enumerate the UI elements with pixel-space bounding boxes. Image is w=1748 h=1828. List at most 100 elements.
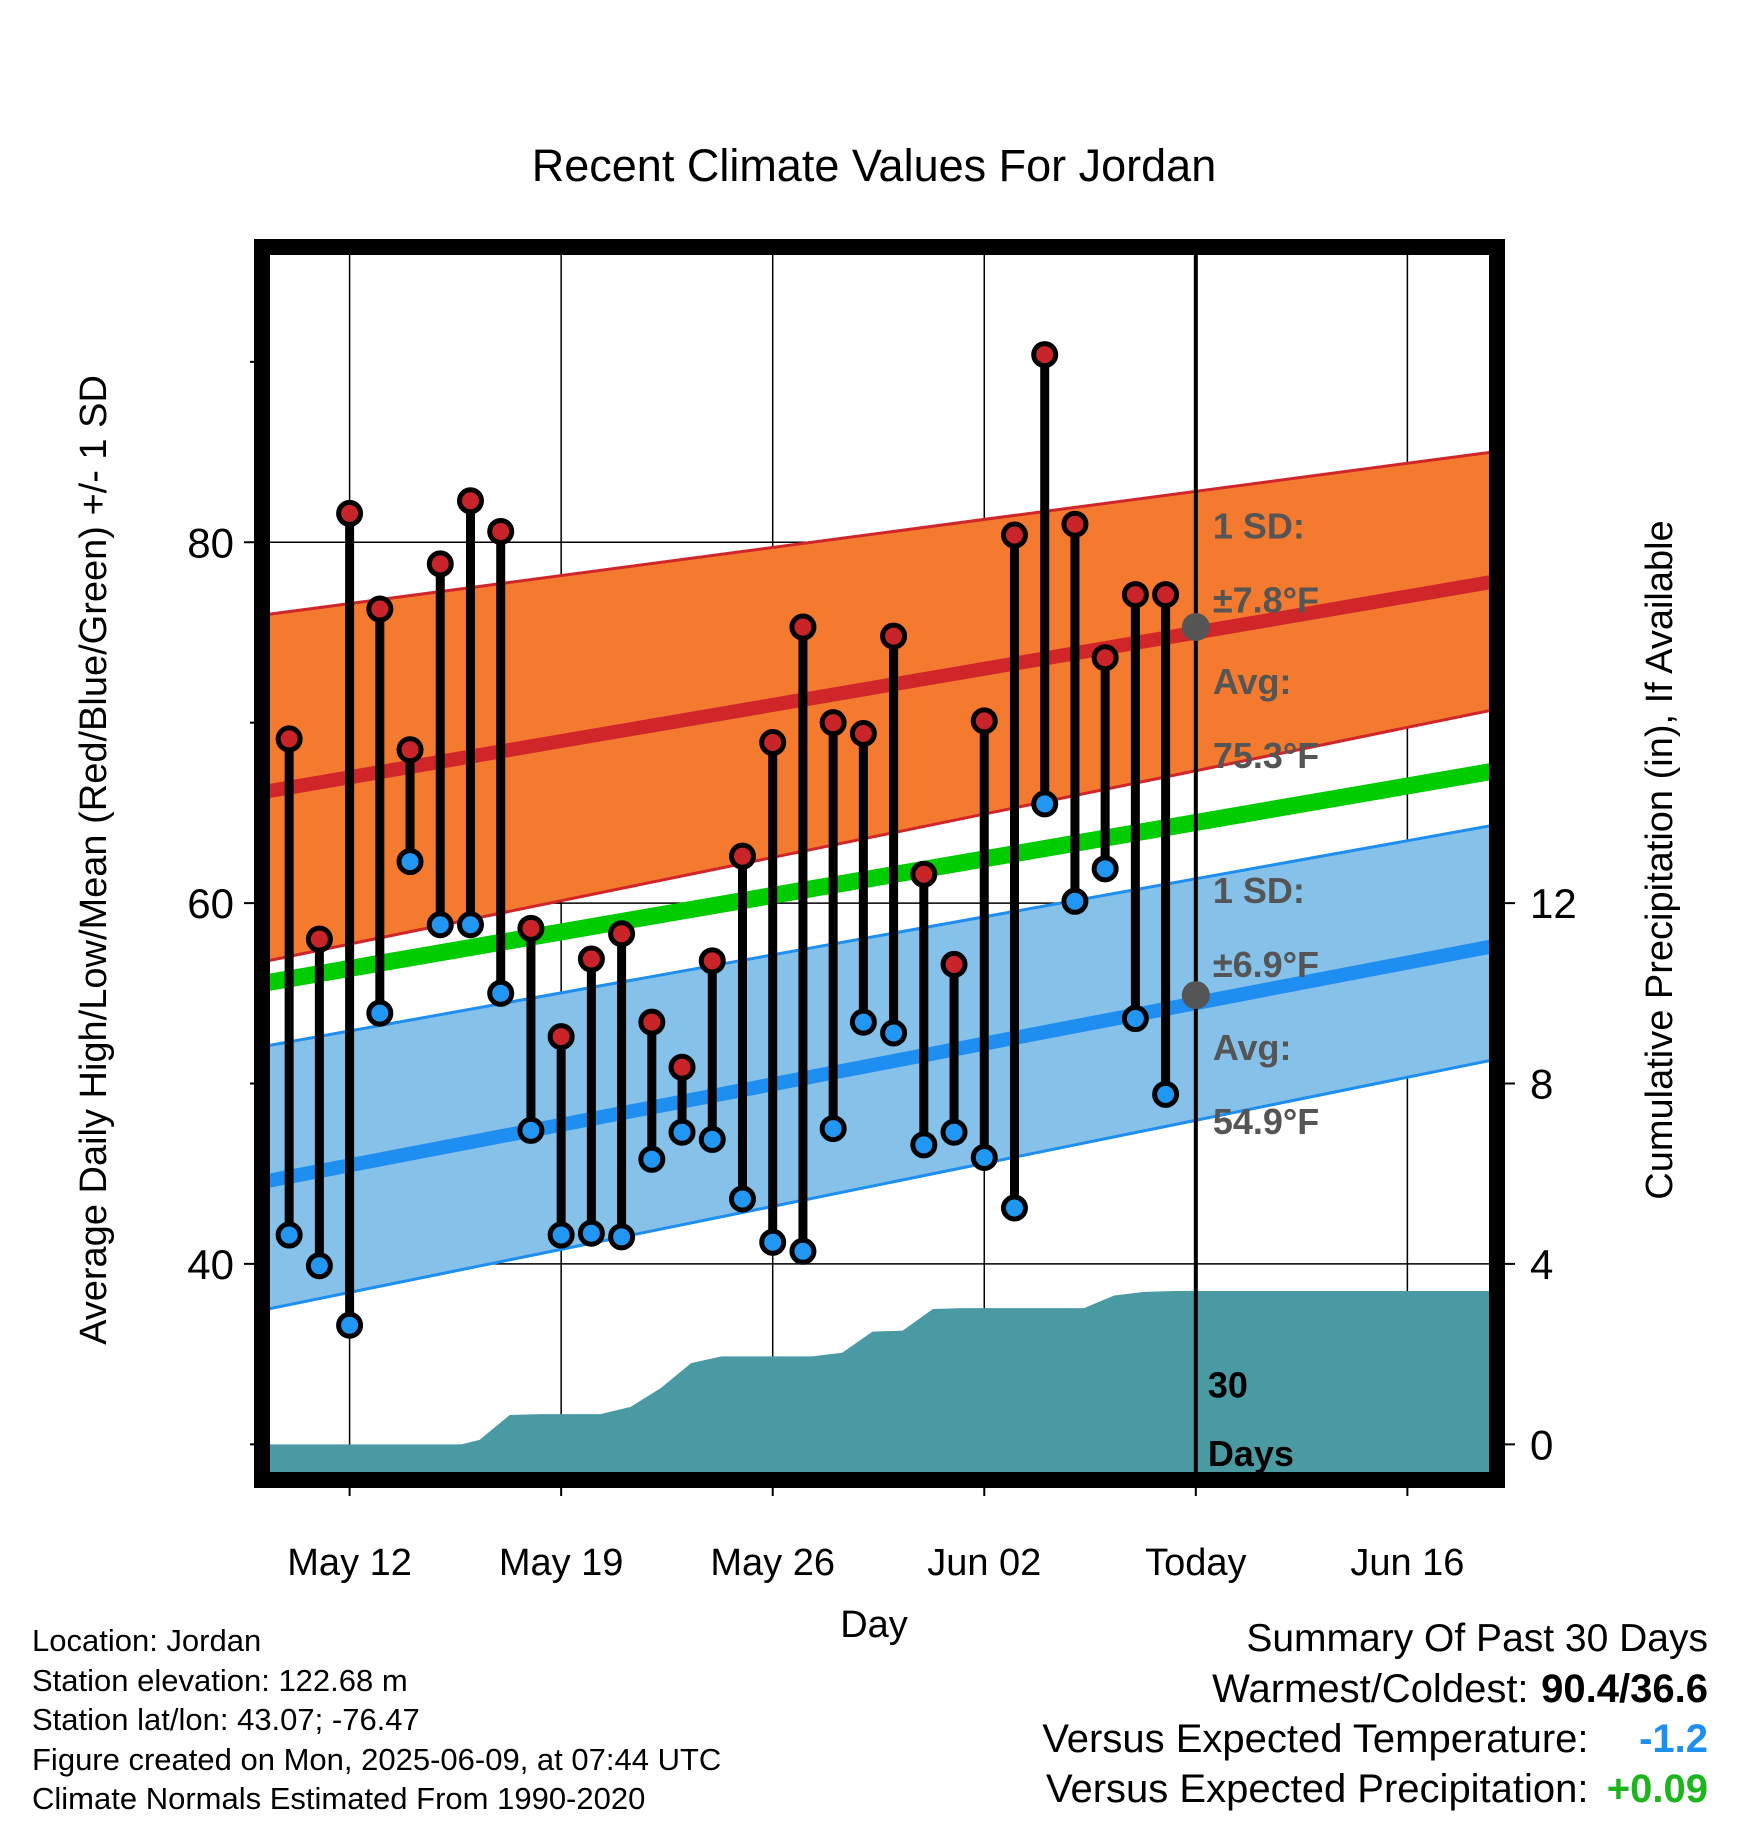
low-avg-label: Avg: bbox=[1213, 1027, 1292, 1068]
daily-high-point bbox=[487, 517, 515, 545]
mean-average-line bbox=[268, 763, 1492, 991]
days-word-label: Days bbox=[1208, 1433, 1294, 1474]
today-low-average-marker bbox=[1181, 981, 1210, 1010]
daily-low-point bbox=[789, 1237, 817, 1265]
summary-temp: Versus Expected Temperature: -1.2 bbox=[1042, 1714, 1708, 1764]
chart-title: Recent Climate Values For Jordan bbox=[532, 140, 1216, 191]
daily-low-point bbox=[1121, 1005, 1149, 1033]
plot-frame bbox=[254, 239, 1505, 1488]
high-avg-value: 75.3°F bbox=[1213, 735, 1319, 776]
daily-high-point bbox=[1061, 510, 1089, 538]
daily-high-point bbox=[638, 1008, 666, 1036]
warm-cold-label: Warmest/Coldest: bbox=[1212, 1667, 1529, 1711]
high-sd-band bbox=[268, 452, 1492, 961]
daily-high-point bbox=[1031, 341, 1059, 369]
daily-low-point bbox=[305, 1252, 333, 1280]
warm-cold-value: 90.4/36.6 bbox=[1541, 1667, 1708, 1711]
precip-value: +0.09 bbox=[1606, 1767, 1708, 1811]
y-axis-left-label: Average Daily High/Low/Mean (Red/Blue/Gr… bbox=[73, 375, 115, 1345]
daily-low-point bbox=[456, 911, 484, 939]
daily-high-point bbox=[819, 709, 847, 737]
daily-high-point bbox=[789, 613, 817, 641]
daily-high-point bbox=[517, 914, 545, 942]
daily-low-point bbox=[487, 979, 515, 1007]
y2-tick-label: 8 bbox=[1530, 1061, 1553, 1108]
daily-high-point bbox=[910, 860, 938, 888]
footer-created: Figure created on Mon, 2025-06-09, at 07… bbox=[32, 1741, 722, 1777]
station-info: Location: Jordan Station elevation: 122.… bbox=[32, 1621, 721, 1819]
high-sd-value: ±7.8°F bbox=[1213, 580, 1319, 621]
daily-high-point bbox=[366, 595, 394, 623]
daily-low-point bbox=[1031, 790, 1059, 818]
daily-high-point bbox=[1121, 581, 1149, 609]
footer-location: Location: Jordan bbox=[32, 1623, 262, 1658]
daily-low-point bbox=[366, 999, 394, 1027]
summary-warm-cold: Warmest/Coldest: 90.4/36.6 bbox=[1042, 1664, 1708, 1714]
daily-low-point bbox=[759, 1228, 787, 1256]
x-tick-label: May 26 bbox=[710, 1542, 835, 1584]
footer-elevation: Station elevation: 122.68 m bbox=[32, 1662, 408, 1698]
summary-precip: Versus Expected Precipitation: +0.09 bbox=[1042, 1764, 1708, 1814]
x-tick-label: Jun 02 bbox=[927, 1542, 1041, 1584]
daily-high-point bbox=[880, 622, 908, 650]
daily-low-point bbox=[970, 1143, 998, 1171]
daily-low-point bbox=[1152, 1080, 1180, 1108]
y2-tick-label: 4 bbox=[1530, 1241, 1553, 1288]
daily-low-point bbox=[819, 1115, 847, 1143]
daily-low-point bbox=[849, 1008, 877, 1036]
daily-high-point bbox=[668, 1053, 696, 1081]
daily-high-point bbox=[456, 487, 484, 515]
daily-low-point bbox=[275, 1221, 303, 1249]
daily-high-point bbox=[698, 947, 726, 975]
y-tick-label: 80 bbox=[187, 519, 234, 566]
high-sd-label: 1 SD: bbox=[1213, 506, 1305, 547]
daily-low-point bbox=[668, 1118, 696, 1146]
daily-high-point bbox=[426, 550, 454, 578]
daily-high-point bbox=[547, 1023, 575, 1051]
daily-low-point bbox=[1000, 1194, 1028, 1222]
daily-high-point bbox=[1152, 581, 1180, 609]
daily-low-point bbox=[1061, 887, 1089, 915]
x-tick-label: May 19 bbox=[499, 1542, 624, 1584]
daily-low-point bbox=[608, 1223, 636, 1251]
summary-title: Summary Of Past 30 Days bbox=[1246, 1617, 1708, 1660]
daily-high-point bbox=[275, 725, 303, 753]
y-tick-label: 60 bbox=[187, 880, 234, 927]
y2-tick-label: 0 bbox=[1530, 1421, 1553, 1468]
low-average-line bbox=[268, 939, 1492, 1188]
daily-low-point bbox=[426, 911, 454, 939]
daily-high-point bbox=[305, 925, 333, 953]
x-axis-label: Day bbox=[840, 1604, 908, 1646]
today-high-average-marker bbox=[1181, 613, 1210, 642]
daily-high-point bbox=[577, 945, 605, 973]
daily-low-point bbox=[940, 1118, 968, 1146]
daily-low-point bbox=[638, 1145, 666, 1173]
low-sd-lower-line bbox=[268, 1058, 1492, 1311]
daily-high-point bbox=[940, 950, 968, 978]
daily-low-point bbox=[1091, 855, 1119, 883]
daily-low-point bbox=[577, 1219, 605, 1247]
daily-high-point bbox=[849, 720, 877, 748]
daily-low-point bbox=[396, 848, 424, 876]
days-count-label: 30 bbox=[1208, 1364, 1248, 1405]
x-tick-label: Jun 16 bbox=[1350, 1542, 1464, 1584]
daily-high-point bbox=[970, 707, 998, 735]
y-tick-label: 40 bbox=[187, 1241, 234, 1288]
daily-high-point bbox=[759, 729, 787, 757]
temp-value: -1.2 bbox=[1639, 1717, 1708, 1761]
daily-high-point bbox=[608, 920, 636, 948]
precipitation-area bbox=[268, 1290, 1492, 1475]
daily-high-point bbox=[1091, 644, 1119, 672]
daily-high-point bbox=[728, 842, 756, 870]
precip-label: Versus Expected Precipitation: bbox=[1046, 1767, 1589, 1811]
summary-panel: Summary Of Past 30 Days Warmest/Coldest:… bbox=[1042, 1614, 1708, 1814]
y2-tick-label: 12 bbox=[1530, 880, 1577, 927]
footer-normals: Climate Normals Estimated From 1990-2020 bbox=[32, 1781, 646, 1816]
daily-high-point bbox=[336, 499, 364, 527]
daily-low-point bbox=[517, 1116, 545, 1144]
y-axis-right-label: Cumulative Precipitation (in), If Availa… bbox=[1639, 520, 1681, 1199]
x-tick-label: Today bbox=[1145, 1542, 1246, 1584]
daily-high-point bbox=[1000, 521, 1028, 549]
temp-label: Versus Expected Temperature: bbox=[1042, 1717, 1589, 1761]
